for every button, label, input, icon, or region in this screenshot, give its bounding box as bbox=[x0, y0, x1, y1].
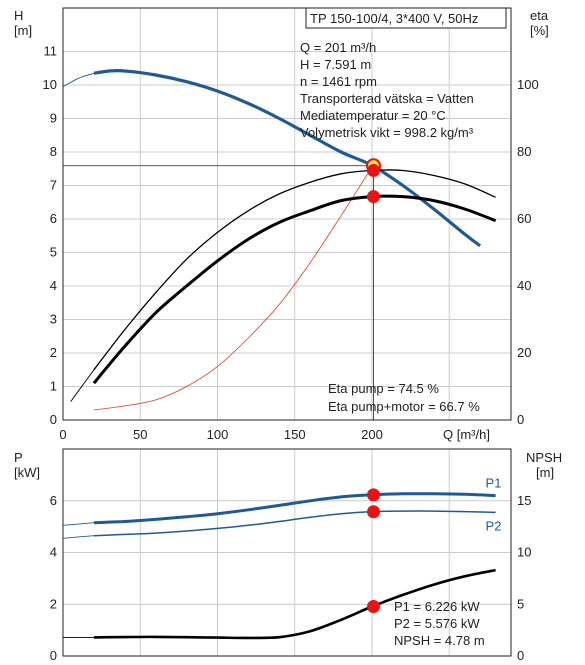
y-tick-label: 8 bbox=[50, 144, 57, 159]
info-head: H = 7.591 m bbox=[300, 57, 371, 72]
y2-axis-label-eta: eta bbox=[530, 8, 549, 23]
y-tick-label: 7 bbox=[50, 178, 57, 193]
bottom-grid bbox=[63, 449, 511, 656]
y-tick-label: 4 bbox=[50, 278, 57, 293]
series-line-eta_total bbox=[92, 194, 497, 385]
y2-tick-label: 10 bbox=[517, 545, 531, 560]
bottom-series: P1 P2 bbox=[62, 476, 502, 640]
info-density: Volymetrisk vikt = 998.2 kg/m³ bbox=[300, 125, 474, 140]
y2-axis-unit-npsh: [m] bbox=[536, 465, 554, 480]
model-box bbox=[305, 7, 507, 29]
top-series bbox=[62, 68, 497, 411]
y-tick-label: 2 bbox=[50, 596, 57, 611]
y-tick-label: 5 bbox=[50, 245, 57, 260]
info-eta-total: Eta pump+motor = 66.7 % bbox=[328, 399, 480, 414]
y-axis-unit-h: [m] bbox=[14, 23, 32, 38]
y-tick-label: 10 bbox=[43, 77, 57, 92]
head-efficiency-plot: 0 1 2 3 4 5 6 7 8 9 10 11 0 20 40 60 80 100 0 50 100 150 200 H… bbox=[14, 7, 549, 442]
y-tick-label: 11 bbox=[44, 44, 58, 59]
info-speed: n = 1461 rpm bbox=[300, 74, 377, 89]
operating-point-info: Q = 201 m³/h H = 7.591 m n = 1461 rpm Tr… bbox=[300, 40, 474, 140]
marker-dot bbox=[367, 600, 381, 614]
y2-tick-label: 0 bbox=[517, 412, 524, 427]
series-line-p2-extension bbox=[62, 535, 94, 539]
y-tick-label: 6 bbox=[50, 211, 57, 226]
top-plot-frame bbox=[62, 7, 512, 421]
y-axis-label-p: P bbox=[14, 450, 23, 465]
bottom-markers bbox=[367, 488, 381, 614]
y-tick-label: 6 bbox=[50, 493, 57, 508]
y-axis-unit-p: [kW] bbox=[14, 465, 40, 480]
y-tick-label: 2 bbox=[50, 345, 57, 360]
y2-axis-label-npsh: NPSH bbox=[526, 450, 562, 465]
y2-tick-label: 0 bbox=[517, 648, 524, 663]
bottom-plot-frame bbox=[62, 448, 512, 657]
series-line-eta-extension bbox=[70, 369, 95, 402]
series-label-p2: P2 bbox=[486, 518, 502, 533]
info-eta-pump: Eta pump = 74.5 % bbox=[328, 381, 439, 396]
series-line-eta bbox=[93, 169, 496, 371]
y2-tick-label: 40 bbox=[517, 278, 531, 293]
y-tick-label: 1 bbox=[50, 379, 57, 394]
y2-tick-label: 5 bbox=[517, 596, 524, 611]
info-flow: Q = 201 m³/h bbox=[300, 40, 376, 55]
info-temperature: Mediatemperatur = 20 °C bbox=[300, 108, 446, 123]
series-line-npsh bbox=[93, 568, 496, 640]
y2-axis-unit-eta: [%] bbox=[530, 23, 549, 38]
series-line-head bbox=[93, 68, 482, 248]
series-line-head-extension bbox=[62, 72, 95, 88]
marker-dot bbox=[367, 488, 381, 502]
series-line-p1-extension bbox=[62, 522, 94, 526]
y-tick-label: 0 bbox=[50, 412, 57, 427]
y-tick-label: 3 bbox=[50, 312, 57, 327]
power-npsh-plot: 0 2 4 6 0 5 10 15 P1 P2 P [kW] NPSH [m] P1 = 6.2… bbox=[14, 448, 562, 663]
info-p2: P2 = 5.576 kW bbox=[394, 616, 480, 631]
series-line-p1 bbox=[93, 492, 496, 525]
series-line-p2 bbox=[93, 510, 496, 537]
series-line-system bbox=[93, 166, 373, 411]
info-liquid: Transporterad vätska = Vatten bbox=[300, 91, 474, 106]
top-grid bbox=[63, 8, 511, 420]
y2-tick-label: 60 bbox=[517, 211, 531, 226]
info-npsh: NPSH = 4.78 m bbox=[394, 633, 485, 648]
x-tick-label: 0 bbox=[59, 427, 66, 442]
y-tick-label: 9 bbox=[50, 111, 57, 126]
marker-dot bbox=[367, 163, 381, 177]
efficiency-info: Eta pump = 74.5 % Eta pump+motor = 66.7 … bbox=[328, 381, 480, 414]
x-tick-label: 150 bbox=[284, 427, 306, 442]
marker-dot bbox=[367, 190, 381, 204]
model-title: TP 150-100/4, 3*400 V, 50Hz bbox=[310, 11, 478, 26]
y2-tick-label: 15 bbox=[517, 493, 531, 508]
y-tick-label: 4 bbox=[50, 545, 57, 560]
top-tick-labels: 0 1 2 3 4 5 6 7 8 9 10 11 0 20 40 60 80 100 0 50 100 150 200 bbox=[43, 44, 539, 442]
x-tick-label: 200 bbox=[361, 427, 383, 442]
x-tick-label: 50 bbox=[133, 427, 147, 442]
y-tick-label: 0 bbox=[50, 648, 57, 663]
series-label-p1: P1 bbox=[486, 476, 502, 491]
y2-tick-label: 100 bbox=[517, 77, 539, 92]
marker-dot bbox=[367, 505, 381, 519]
x-axis-label: Q [m³/h] bbox=[443, 427, 490, 442]
x-tick-label: 100 bbox=[207, 427, 229, 442]
y2-tick-label: 20 bbox=[517, 345, 531, 360]
info-p1: P1 = 6.226 kW bbox=[394, 599, 480, 614]
power-info: P1 = 6.226 kW P2 = 5.576 kW NPSH = 4.78 … bbox=[394, 599, 485, 648]
bottom-tick-labels: 0 2 4 6 0 5 10 15 bbox=[50, 493, 532, 663]
y-axis-label-h: H bbox=[14, 8, 23, 23]
y2-tick-label: 80 bbox=[517, 144, 531, 159]
top-markers bbox=[63, 158, 382, 420]
